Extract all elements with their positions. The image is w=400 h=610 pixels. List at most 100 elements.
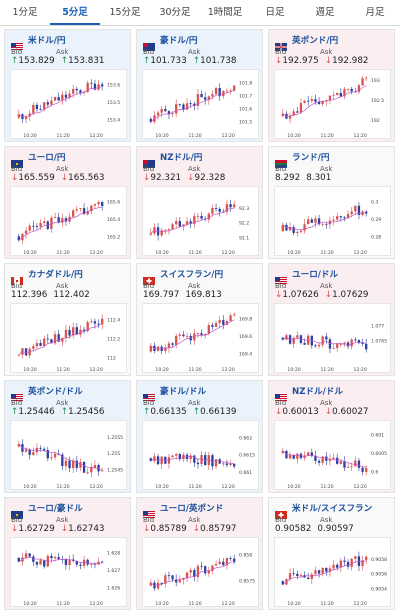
pair-name[interactable]: ユーロ/豪ドル [28,504,83,514]
rate-card[interactable]: 豪ドル/円 Bid Ask ↑101.733 ↑101.738 101.8 101.7 101… [136,29,263,142]
bid-value: ↑153.829 [11,56,55,66]
pair-name[interactable]: ランド/円 [292,153,330,163]
rate-card[interactable]: 英ポンド/ドル Bid Ask ↑1.25446 ↑1.25456 1.2555 1.255… [4,380,131,493]
chart-area[interactable]: 0.858 0.8575 10:20 11:20 12:20 [142,537,259,607]
tab-3[interactable]: 30分足 [159,7,191,18]
arrow-down-icon: ↓ [11,524,19,534]
pair-name[interactable]: カナダドル/円 [28,270,83,280]
ask-value: ↓165.563 [61,173,105,183]
x-tick-label: 10:20 [287,367,300,373]
candle-body [214,207,218,209]
x-tick-label: 10:20 [23,601,36,607]
tab-4[interactable]: 1時間足 [207,7,243,18]
chart-area[interactable]: 0.9058 0.9056 0.9054 10:20 11:20 12:20 [274,537,391,607]
candle-body [57,557,60,560]
rate-card[interactable]: スイスフラン/円 Bid Ask 169.797 169.813 169.8 169.6 16… [136,263,263,376]
chart-area[interactable]: 112.4 112.2 112 10:20 11:20 12:20 [10,303,127,373]
pair-name[interactable]: スイスフラン/円 [160,270,224,280]
candle-body [43,221,46,224]
candle-body [200,215,203,219]
bid-label: Bid [143,48,155,56]
ask-value: ↑1.25456 [61,407,105,417]
rate-card[interactable]: ユーロ/円 Bid Ask ↓165.559 ↓165.563 165.6 165.4 165… [4,146,131,259]
pair-name[interactable]: ユーロ/英ポンド [160,504,224,514]
chart-area[interactable]: 193 192.5 192 10:20 11:20 12:20 [274,69,391,139]
chart-area[interactable]: 165.6 165.4 165.2 10:20 11:20 12:20 [10,186,127,256]
candlestick-chart: 0.3 0.29 0.28 10:20 11:20 12:20 [281,200,381,256]
candle-body [317,460,321,463]
candle-body [317,344,321,347]
candle-body [160,109,163,113]
candle-body [39,447,42,449]
card-title: 豪ドル/円 [143,34,198,51]
rate-card[interactable]: ユーロ/豪ドル Bid Ask ↓1.62729 ↓1.62743 1.628 1.627 1… [4,497,131,610]
chart-area[interactable]: 92.3 92.2 92.1 10:20 11:20 12:20 [142,186,259,256]
flag-icon [11,387,23,401]
chart-area[interactable]: 0.662 0.6615 0.661 10:20 11:20 12:20 [142,420,259,490]
rate-card[interactable]: 米ドル/スイスフラン Bid Ask 0.90582 0.90597 0.9058 0.90… [268,497,395,610]
candle-body [211,455,214,467]
chart-area[interactable]: 169.8 169.6 169.4 10:20 11:20 12:20 [142,303,259,373]
candle-body [167,575,171,577]
candle-body [211,94,214,97]
rate-card[interactable]: 米ドル/円 Bid Ask ↑153.829 ↑153.831 153.6 153.5 153… [4,29,131,142]
candle-body [218,87,221,97]
pair-name[interactable]: 米ドル/円 [28,36,66,46]
candle-body [175,335,178,345]
bid-label: Bid [275,48,287,56]
chart-area[interactable]: 1.628 1.627 1.626 10:20 11:20 12:20 [10,537,127,607]
candle-body [196,215,200,217]
chart-area[interactable]: 0.601 0.6005 0.6 10:20 11:20 12:20 [274,420,391,490]
candle-body [178,454,181,460]
tab-5[interactable]: 日足 [265,7,285,18]
bid-value: ↓165.559 [11,173,55,183]
chart-area[interactable]: 101.8 101.7 101.6 101.5 10:20 11:20 12:20 [142,69,259,139]
rate-card[interactable]: 英ポンド/円 Bid Ask ↓192.975 ↓192.982 193 192.5 192 1… [268,29,395,142]
tab-0[interactable]: 1分足 [12,7,38,18]
pair-name[interactable]: 米ドル/スイスフラン [292,504,373,514]
pair-name[interactable]: 英ポンド/ドル [28,387,83,397]
candle-body [200,565,203,567]
pair-name[interactable]: ユーロ/円 [28,153,66,163]
candle-body [64,460,68,467]
pair-name[interactable]: 豪ドル/ドル [160,387,207,397]
candle-body [339,343,342,345]
rate-card[interactable]: NZドル/円 Bid Ask ↓92.321 ↓92.328 92.3 92.2 92.1 10… [136,146,263,259]
y-tick-label: 0.9054 [371,587,387,593]
arrow-down-icon: ↓ [324,407,333,417]
pair-name[interactable]: NZドル/円 [160,153,203,163]
pair-name[interactable]: NZドル/ドル [292,387,343,397]
pair-name[interactable]: ユーロ/ドル [292,270,339,280]
bid-value: 0.90582 [275,524,311,534]
rate-card[interactable]: ユーロ/英ポンド Bid Ask ↓0.85789 ↓0.85797 0.858 0.857… [136,497,263,610]
price-values: ↑1.25446 ↑1.25456 [11,407,111,417]
rate-card[interactable]: ユーロ/ドル Bid Ask ↓1.07626 ↓1.07629 1.077 1.0765 1… [268,263,395,376]
candle-body [307,577,310,579]
tab-1[interactable]: 5分足 [50,0,100,25]
pair-name[interactable]: 英ポンド/円 [292,36,339,46]
chart-area[interactable]: 1.2555 1.255 1.2545 10:20 11:20 12:20 [10,420,127,490]
tab-6[interactable]: 週足 [315,7,335,18]
candle-body [75,327,78,335]
chart-area[interactable]: 1.077 1.0765 10:20 11:20 12:20 [274,303,391,373]
y-tick-label: 1.077 [371,323,384,329]
candle-body [86,82,89,92]
tab-7[interactable]: 月足 [365,7,385,18]
x-tick-label: 10:20 [155,133,168,139]
chart-area[interactable]: 0.3 0.29 0.28 10:20 11:20 12:20 [274,186,391,256]
candle-body [79,564,82,566]
y-tick-label: 1.2545 [107,467,123,473]
chart-area[interactable]: 153.6 153.5 153.4 10:20 11:20 12:20 [10,69,127,139]
rate-card[interactable]: カナダドル/円 Bid Ask 112.396 112.402 112.4 112.2 112… [4,263,131,376]
candle-body [350,558,353,567]
rate-card[interactable]: NZドル/ドル Bid Ask ↓0.60013 ↓0.60027 0.601 0.6005… [268,380,395,493]
rate-card[interactable]: ランド/円 Bid Ask 8.292 8.301 0.3 0.29 0.28 10:20 11:… [268,146,395,259]
rate-card[interactable]: 豪ドル/ドル Bid Ask ↑0.66135 ↑0.66139 0.662 0.6615 0… [136,380,263,493]
candle-body [296,111,299,113]
tab-2[interactable]: 15分足 [109,7,141,18]
candle-body [296,335,299,338]
pair-name[interactable]: 豪ドル/円 [160,36,198,46]
candle-body [299,230,303,232]
candle-body [193,455,196,463]
candle-body [53,557,57,559]
